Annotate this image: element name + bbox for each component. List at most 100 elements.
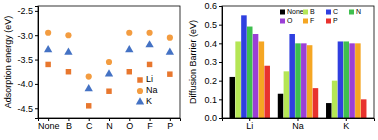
tick-mark [219,25,222,26]
tick: -4.0 [17,79,38,89]
tick: -3.0 [17,31,38,41]
marker [126,30,132,36]
tick-label: K [343,121,349,131]
x-axis: Li Na K [223,118,375,131]
tick-mark [35,108,38,109]
marker [125,45,133,52]
tick-label: 0.1 [204,95,217,105]
marker [146,30,152,36]
marker [44,45,52,52]
bar [284,71,290,118]
legend-swatch [326,19,331,24]
y-axis: 0.00.10.20.30.40.50.6 [204,1,222,123]
bar [230,77,236,118]
legend-marker [136,97,144,104]
bar [343,41,349,118]
tick: -4.5 [17,104,38,114]
bar [295,43,301,118]
tick: 0.1 [204,95,222,105]
tick-label: F [147,121,153,131]
bar [289,34,295,118]
marker [64,47,72,54]
tick-mark [35,11,38,12]
tick-label: 0.0 [204,113,217,123]
legend-label: P [333,17,338,24]
panel: 0.00.10.20.30.40.50.6LiNaKDiffusion Barr… [188,1,374,131]
marker [45,30,51,36]
bar [326,103,332,118]
marker [86,103,91,108]
tick: 0.2 [204,76,222,86]
tick-mark [219,99,222,100]
tick: -3.5 [17,55,38,65]
legend-label: Li [146,74,153,84]
tick: 0.4 [204,39,222,49]
tick-label: Li [246,121,253,131]
legend-swatch [280,19,285,24]
bar [247,27,253,118]
tick: 0.6 [204,1,222,11]
tick-label: -2.5 [17,6,33,16]
tick: O [126,118,133,131]
marker [65,32,71,38]
tick: B [66,118,72,131]
bar [241,15,247,118]
tick-label: 0.2 [204,76,217,86]
marker [167,35,173,41]
marker [66,69,71,74]
tick-label: 0.3 [204,57,217,67]
legend-swatch [303,10,308,15]
bar [235,41,241,118]
legend-label: Na [146,85,158,95]
axis-line [35,7,39,119]
legend-marker [137,88,143,94]
tick-mark [35,60,38,61]
tick-label: 0.6 [204,1,217,11]
bar [307,45,313,118]
tick: F [147,118,153,131]
tick-label: P [167,121,173,131]
marker [147,62,152,67]
marker [106,88,111,93]
legend-swatch [303,19,308,24]
plot-area [44,30,174,109]
tick-mark [35,35,38,36]
axis-title: Diffusion Barrier (eV) [188,20,198,104]
legend-label: K [146,96,152,106]
tick: Li [246,118,253,131]
legend: LiNaK [136,74,158,106]
legend-marker [137,77,142,82]
tick: -2.5 [17,6,38,16]
tick-label: -3.0 [17,31,33,41]
tick-mark [219,118,222,119]
tick-mark [219,81,222,82]
figure: -4.5 -4.0 -3.5 -3.0 -2.5 NoneBCNOFP Adsorption… [0,0,378,140]
tick-label: N [106,121,113,131]
marker [145,40,153,47]
tick-label: 0.4 [204,39,217,49]
plot-area [230,15,367,118]
tick-mark [219,43,222,44]
marker [45,62,50,67]
tick: N [106,118,113,131]
bar [301,43,307,118]
plot-frame [222,6,374,118]
marker [127,69,132,74]
tick: None [38,118,60,131]
bar [349,43,355,118]
axis-title: Adsorption energy (eV) [3,16,13,109]
tick-label: Na [292,121,304,131]
tick-label: -4.0 [17,79,33,89]
bar [338,41,344,118]
bar [361,99,367,118]
tick: P [167,118,173,131]
bar [278,94,284,118]
legend-label: O [287,17,293,24]
legend: NoneBCNOFP [280,8,361,24]
x-axis: NoneBCNOFP [38,118,181,131]
tick-label: None [38,121,60,131]
marker [106,59,112,65]
tick-label: B [66,121,72,131]
panel: -4.5-4.0-3.5-3.0-2.5NoneBCNOFPAdsorption… [3,6,180,131]
plot-frame [38,6,180,118]
